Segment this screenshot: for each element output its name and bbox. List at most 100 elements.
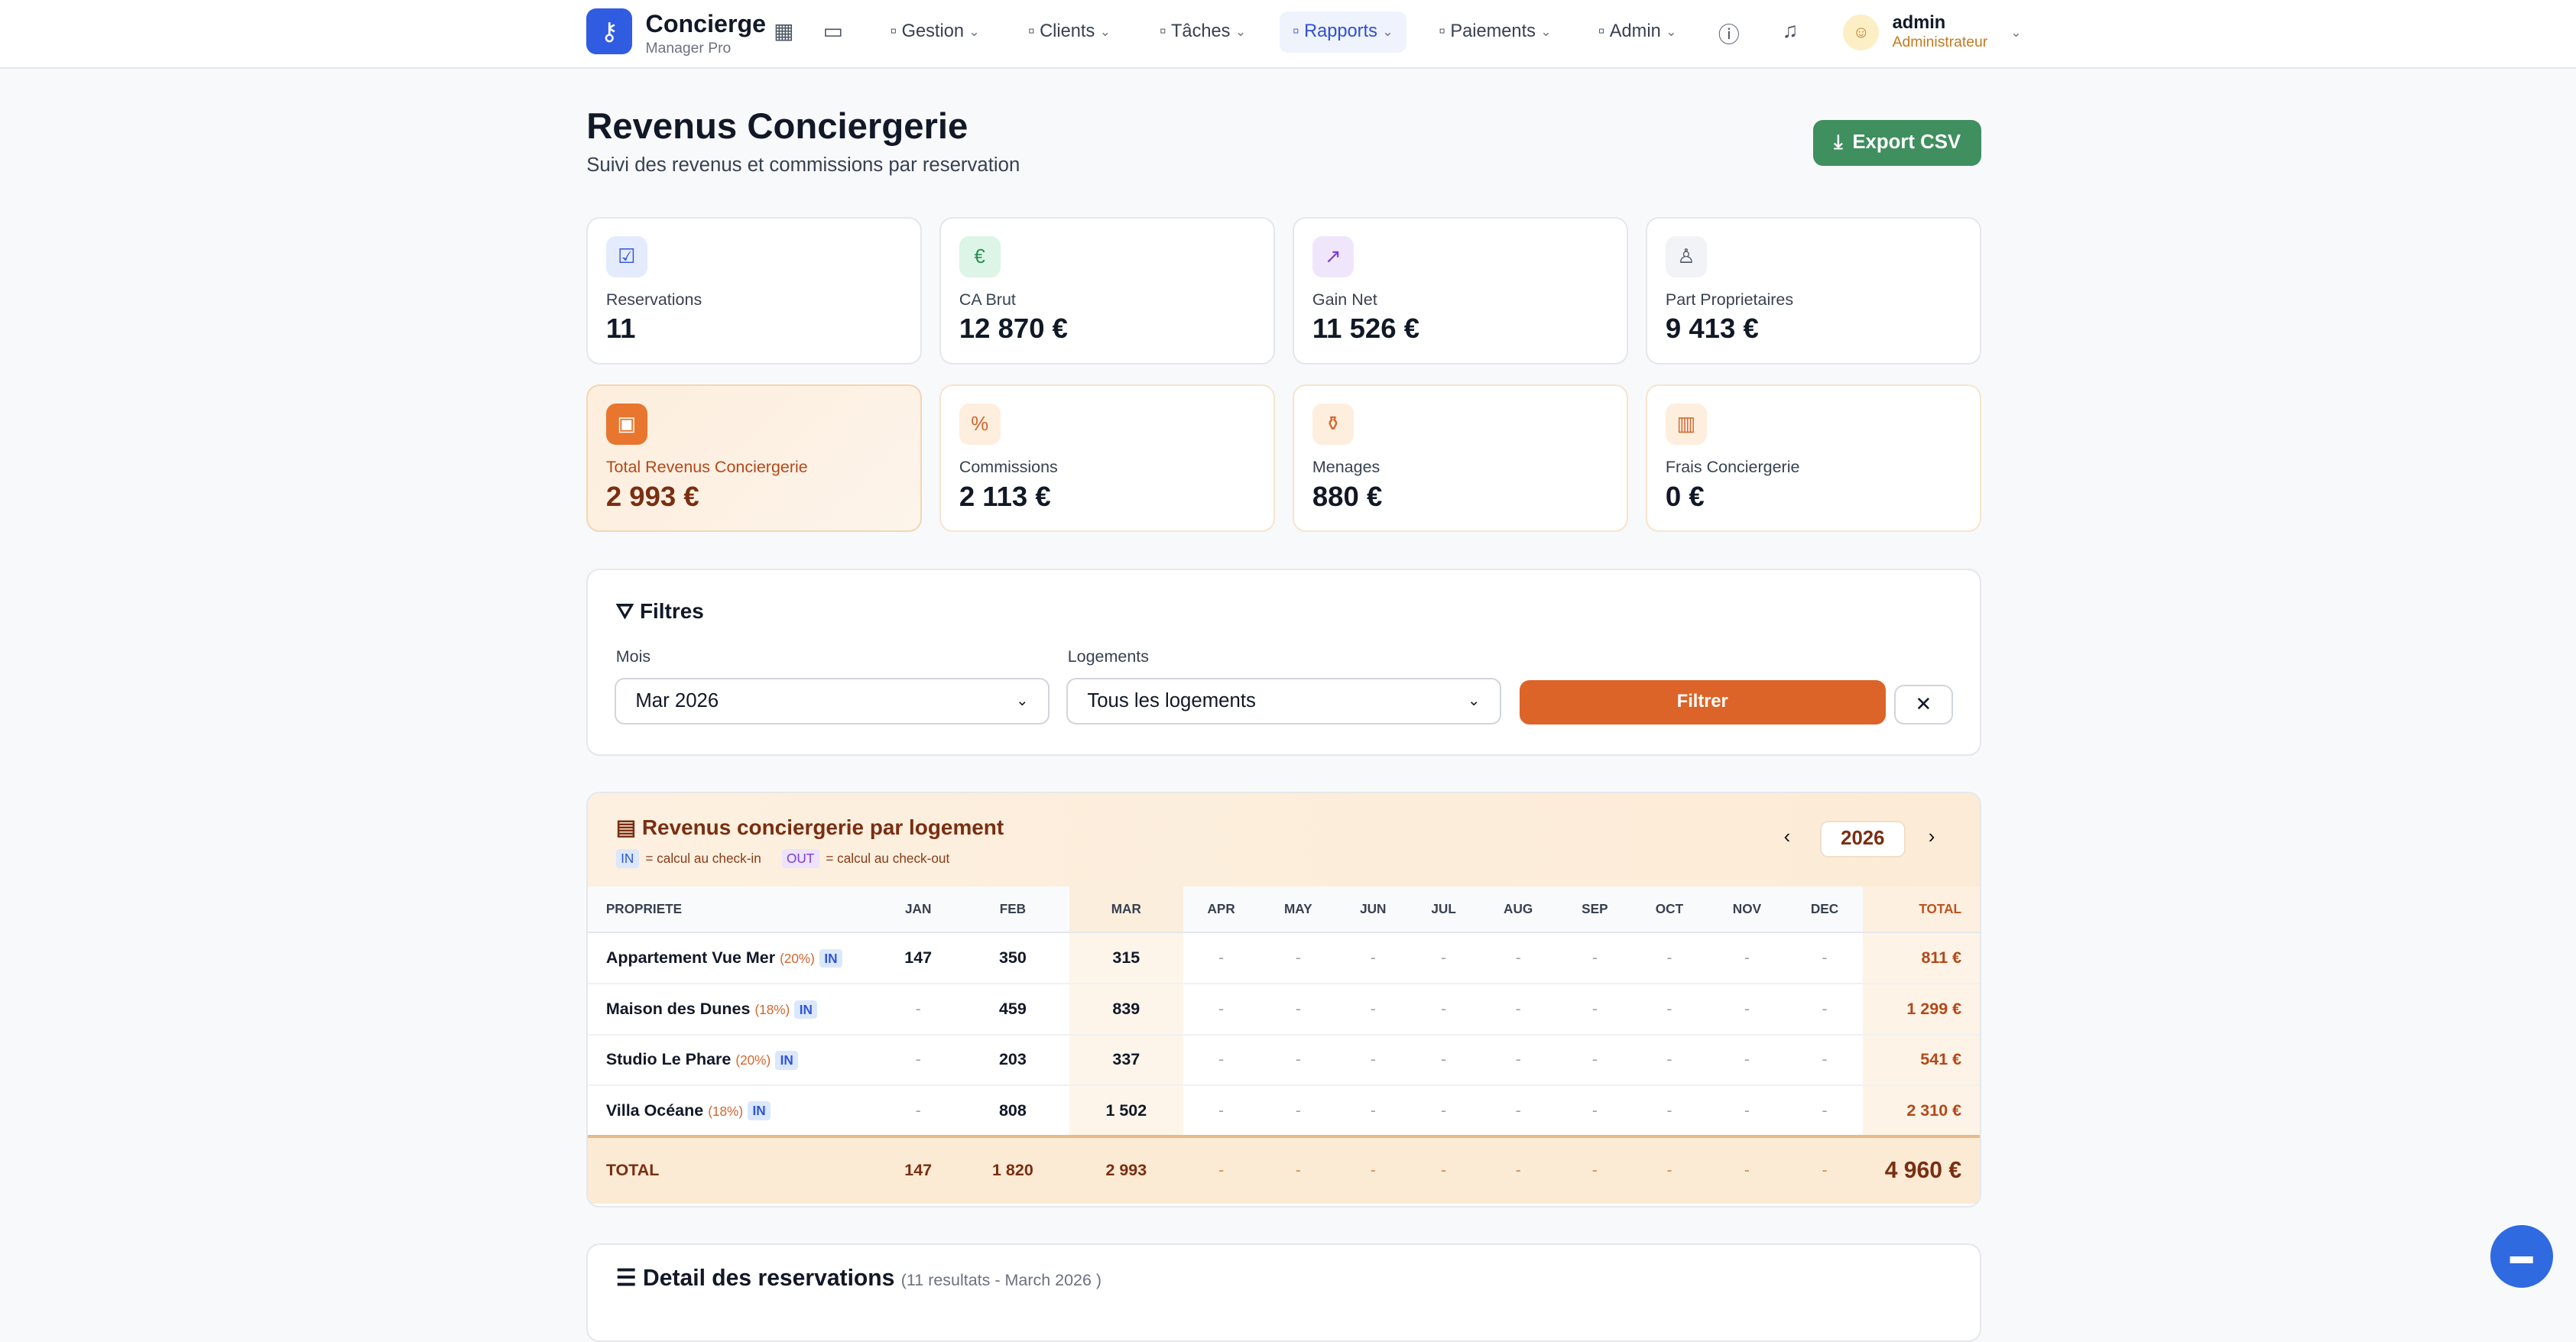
stat-label: Reservations: [605, 290, 702, 310]
month-cell: -: [1336, 984, 1410, 1036]
month-cell: -: [1183, 932, 1260, 985]
month-cell: 337: [1069, 1034, 1183, 1087]
month-cell: -: [1630, 984, 1708, 1036]
month-cell: -: [1478, 984, 1559, 1036]
stat-label: Commissions: [959, 458, 1058, 477]
download-icon: ⤓: [1834, 131, 1843, 153]
month-label: Mois: [615, 647, 651, 666]
prev-year-button[interactable]: ‹: [1783, 825, 1791, 848]
month-cell: -: [1259, 932, 1337, 985]
month-cell: -: [1478, 932, 1559, 985]
stat-value: 11 526 €: [1312, 313, 1419, 345]
month-total-cell: -: [1336, 1134, 1410, 1204]
user-menu[interactable]: ☺ admin Administrateur ⌄: [1843, 13, 2022, 51]
month-cell: -: [880, 1034, 956, 1087]
chat-button[interactable]: ▬: [2490, 1225, 2553, 1288]
month-cell: -: [880, 1085, 956, 1137]
stat-card: ☑ Reservations 11: [586, 216, 922, 365]
column-header: JUL: [1409, 887, 1478, 934]
filter-button[interactable]: Filtrer: [1519, 679, 1886, 724]
property-select[interactable]: Tous les logements ⌄: [1066, 678, 1502, 724]
property-cell: Maison des Dunes (18%) IN: [588, 984, 881, 1036]
column-header: NOV: [1708, 887, 1786, 934]
column-header: MAR: [1069, 887, 1183, 934]
details-title: ☰ Detail des reservations (11 resultats …: [615, 1265, 1102, 1291]
month-cell: -: [1558, 984, 1631, 1036]
next-year-button[interactable]: ›: [1928, 825, 1935, 848]
month-total-cell: -: [1478, 1134, 1559, 1204]
export-csv-button[interactable]: ⤓ Export CSV: [1813, 119, 1981, 167]
month-cell: -: [1183, 1085, 1260, 1137]
brand-subtitle: Manager Pro: [645, 40, 732, 57]
column-header: PROPRIETE: [588, 887, 881, 934]
nav-rapports[interactable]: ▫ Rapports ⌄: [1280, 11, 1406, 53]
calendar-icon[interactable]: ▭: [822, 18, 844, 43]
nav-admin[interactable]: ▫ Admin ⌄: [1598, 21, 1677, 42]
nav-tâches[interactable]: ▫ Tâches ⌄: [1160, 21, 1247, 42]
month-select[interactable]: Mar 2026 ⌄: [614, 678, 1050, 724]
property-cell: Studio Le Phare (20%) IN: [588, 1034, 881, 1087]
wallet-icon: ▣: [605, 404, 647, 446]
column-header: JAN: [880, 887, 956, 934]
help-icon[interactable]: ⓘ: [1718, 22, 1740, 47]
month-cell: -: [1183, 1034, 1260, 1087]
month-cell: -: [1708, 984, 1786, 1036]
month-cell: -: [1336, 1034, 1410, 1087]
stat-value: 2 993 €: [605, 480, 699, 512]
month-cell: -: [1786, 932, 1864, 985]
month-total-cell: -: [1558, 1134, 1631, 1204]
clear-filters-button[interactable]: ✕: [1893, 684, 1953, 724]
total-label: TOTAL: [588, 1134, 881, 1204]
briefcase-icon: ▥: [1665, 404, 1707, 446]
month-cell: 315: [1069, 932, 1183, 985]
stat-card: ⚱ Menages 880 €: [1293, 384, 1628, 533]
month-cell: -: [1409, 1085, 1478, 1137]
grid-icon[interactable]: ▦: [774, 18, 794, 43]
clipboard-icon: ▫: [1160, 21, 1166, 42]
month-cell: 459: [955, 984, 1070, 1036]
chevron-down-icon: ⌄: [1540, 24, 1552, 40]
month-cell: -: [1630, 1034, 1708, 1087]
details-meta: (11 resultats - March 2026 ): [900, 1270, 1102, 1289]
month-cell: 839: [1069, 984, 1183, 1036]
bell-icon[interactable]: ♫: [1782, 18, 1799, 42]
column-header: SEP: [1558, 887, 1631, 934]
revenue-table: PROPRIETE JAN FEB MAR APR MAY JUN JUL AUG SEP OCT N…: [588, 887, 1980, 1204]
total-cell: 1 299 €: [1863, 984, 1980, 1036]
month-total-cell: -: [1183, 1134, 1260, 1204]
column-header: AUG: [1478, 887, 1559, 934]
chevron-down-icon: ⌄: [1234, 24, 1247, 40]
nav-clients[interactable]: ▫ Clients ⌄: [1028, 21, 1111, 42]
nav-gestion[interactable]: ▫ Gestion ⌄: [890, 21, 980, 42]
column-header: JUN: [1336, 887, 1410, 934]
column-header: OCT: [1630, 887, 1708, 934]
stat-value: 9 413 €: [1665, 313, 1759, 345]
month-total-cell: 147: [880, 1134, 956, 1204]
month-cell: -: [1786, 1034, 1864, 1087]
month-cell: -: [1558, 1034, 1631, 1087]
chevron-down-icon: ⌄: [2010, 24, 2022, 40]
property-cell: Appartement Vue Mer (20%) IN: [588, 932, 881, 985]
stat-label: Frais Conciergerie: [1665, 458, 1800, 477]
nav-paiements[interactable]: ▫ Paiements ⌄: [1439, 21, 1552, 42]
stat-value: 880 €: [1312, 480, 1383, 512]
table-row: Studio Le Phare (20%) IN -203 337- - - - - - - - -…: [588, 1034, 1980, 1087]
brand[interactable]: Concierge Manager Pro: [645, 9, 767, 57]
table-icon: ▤: [615, 815, 637, 839]
card-icon: ▫: [1439, 21, 1445, 42]
month-cell: -: [1259, 1085, 1337, 1137]
month-cell: 350: [955, 932, 1070, 985]
stat-label: Total Revenus Conciergerie: [605, 458, 808, 477]
stat-value: 2 113 €: [959, 480, 1051, 512]
grand-total-cell: 4 960 €: [1863, 1134, 1980, 1204]
reservations-detail-panel: ☰ Detail des reservations (11 resultats …: [586, 1243, 1981, 1342]
euro-icon: €: [959, 236, 1001, 277]
total-cell: 811 €: [1863, 932, 1980, 985]
user-role: Administrateur: [1892, 34, 1988, 51]
month-cell: -: [1409, 932, 1478, 985]
month-total-cell: 1 820: [955, 1134, 1070, 1204]
month-cell: -: [1786, 1085, 1864, 1137]
chevron-down-icon: ⌄: [1666, 24, 1677, 40]
key-logo-icon[interactable]: ⚷: [586, 8, 633, 54]
property-label: Logements: [1067, 647, 1149, 666]
